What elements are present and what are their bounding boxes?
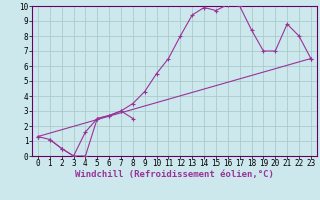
X-axis label: Windchill (Refroidissement éolien,°C): Windchill (Refroidissement éolien,°C) <box>75 170 274 179</box>
